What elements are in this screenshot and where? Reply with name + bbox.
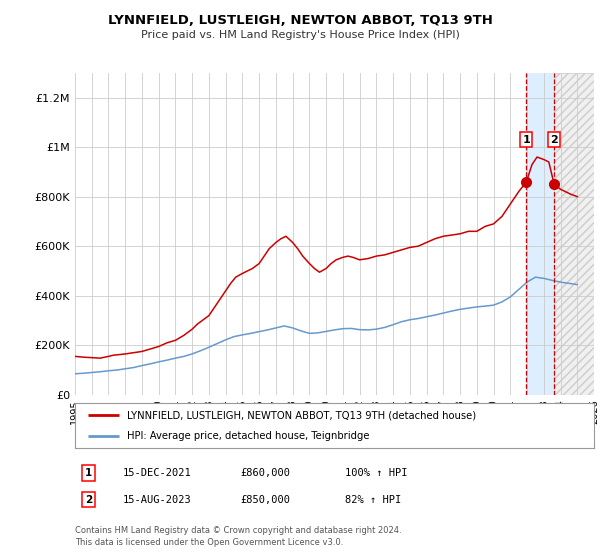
- Text: LYNNFIELD, LUSTLEIGH, NEWTON ABBOT, TQ13 9TH: LYNNFIELD, LUSTLEIGH, NEWTON ABBOT, TQ13…: [107, 14, 493, 27]
- Text: £860,000: £860,000: [240, 468, 290, 478]
- Text: HPI: Average price, detached house, Teignbridge: HPI: Average price, detached house, Teig…: [127, 431, 370, 441]
- Text: £850,000: £850,000: [240, 494, 290, 505]
- Text: 2: 2: [550, 134, 558, 144]
- Text: This data is licensed under the Open Government Licence v3.0.: This data is licensed under the Open Gov…: [75, 538, 343, 547]
- Text: 1: 1: [85, 468, 92, 478]
- Text: Contains HM Land Registry data © Crown copyright and database right 2024.: Contains HM Land Registry data © Crown c…: [75, 526, 401, 535]
- Text: 1: 1: [523, 134, 530, 144]
- Text: 15-DEC-2021: 15-DEC-2021: [123, 468, 192, 478]
- Text: LYNNFIELD, LUSTLEIGH, NEWTON ABBOT, TQ13 9TH (detached house): LYNNFIELD, LUSTLEIGH, NEWTON ABBOT, TQ13…: [127, 410, 476, 421]
- Bar: [554, 73, 594, 395]
- Text: 2: 2: [85, 494, 92, 505]
- Text: 15-AUG-2023: 15-AUG-2023: [123, 494, 192, 505]
- Bar: [526, 73, 554, 395]
- Text: 100% ↑ HPI: 100% ↑ HPI: [345, 468, 407, 478]
- Text: Price paid vs. HM Land Registry's House Price Index (HPI): Price paid vs. HM Land Registry's House …: [140, 30, 460, 40]
- Bar: [554, 73, 594, 395]
- Text: 82% ↑ HPI: 82% ↑ HPI: [345, 494, 401, 505]
